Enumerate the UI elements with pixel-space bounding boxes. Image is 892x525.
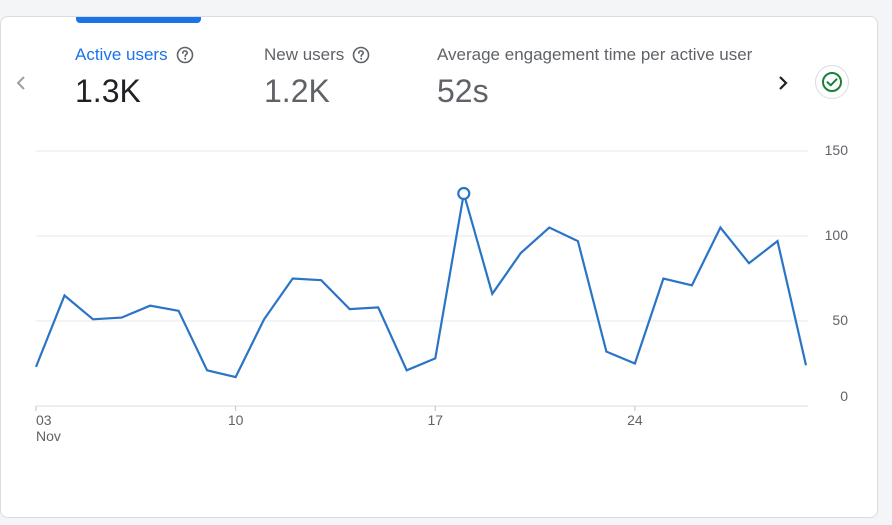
data-point[interactable] [233,374,239,380]
data-point[interactable] [33,364,39,370]
data-point[interactable] [119,315,125,321]
help-icon[interactable] [176,46,194,64]
check-circle-icon [822,72,842,92]
metric-value: 1.2K [264,73,330,109]
next-metrics-button[interactable] [771,71,795,95]
data-point[interactable] [518,250,524,256]
data-point[interactable] [603,349,609,355]
x-tick-label: 17 [427,412,443,428]
data-point[interactable] [318,277,324,283]
data-point[interactable] [176,308,182,314]
y-tick-label: 150 [825,142,849,158]
data-point[interactable] [575,238,581,244]
y-tick-label: 50 [832,312,848,328]
series-line-active-users [34,193,808,379]
selected-tab-indicator [76,17,201,23]
data-point[interactable] [90,316,96,322]
metric-tab-active-users[interactable]: Active users 1.3K [75,43,194,109]
x-tick-label: 24 [627,412,643,428]
y-tick-label: 0 [840,388,848,404]
data-point[interactable] [404,367,410,373]
data-point[interactable] [347,306,353,312]
metric-tab-new-users[interactable]: New users 1.2K [264,43,370,109]
data-point[interactable] [774,238,780,244]
metric-label: Average engagement time per active user [437,45,753,64]
chevron-right-icon [779,76,788,90]
data-point[interactable] [660,276,666,282]
data-point[interactable] [689,282,695,288]
status-button[interactable] [815,65,849,99]
metric-label: Active users [75,45,168,64]
data-point[interactable] [147,303,153,309]
data-point[interactable] [204,367,210,373]
chevron-left-icon [16,76,25,90]
data-point[interactable] [290,276,296,282]
active-users-card: Active users 1.3K New users 1.2K [0,16,878,518]
metric-tab-avg-engagement-time[interactable]: Average engagement time per active user … [437,43,761,109]
data-point[interactable] [717,225,723,231]
metric-value: 52s [437,73,489,109]
x-tick-sublabel: Nov [36,428,61,444]
x-tick-label: 10 [228,412,244,428]
x-tick-label: 03 [36,412,52,428]
data-point[interactable] [432,355,438,361]
data-point[interactable] [375,304,381,310]
previous-metrics-button[interactable] [9,71,33,95]
data-point[interactable] [746,260,752,266]
data-point[interactable] [62,293,68,299]
data-point[interactable] [803,362,809,368]
data-point[interactable] [261,316,267,322]
y-tick-label: 100 [825,227,849,243]
highlighted-data-point[interactable] [457,186,471,201]
metric-value: 1.3K [75,73,141,109]
data-point[interactable] [489,291,495,297]
data-point[interactable] [546,225,552,231]
help-icon[interactable] [352,46,370,64]
metric-label: New users [264,45,345,64]
data-point[interactable] [632,361,638,367]
